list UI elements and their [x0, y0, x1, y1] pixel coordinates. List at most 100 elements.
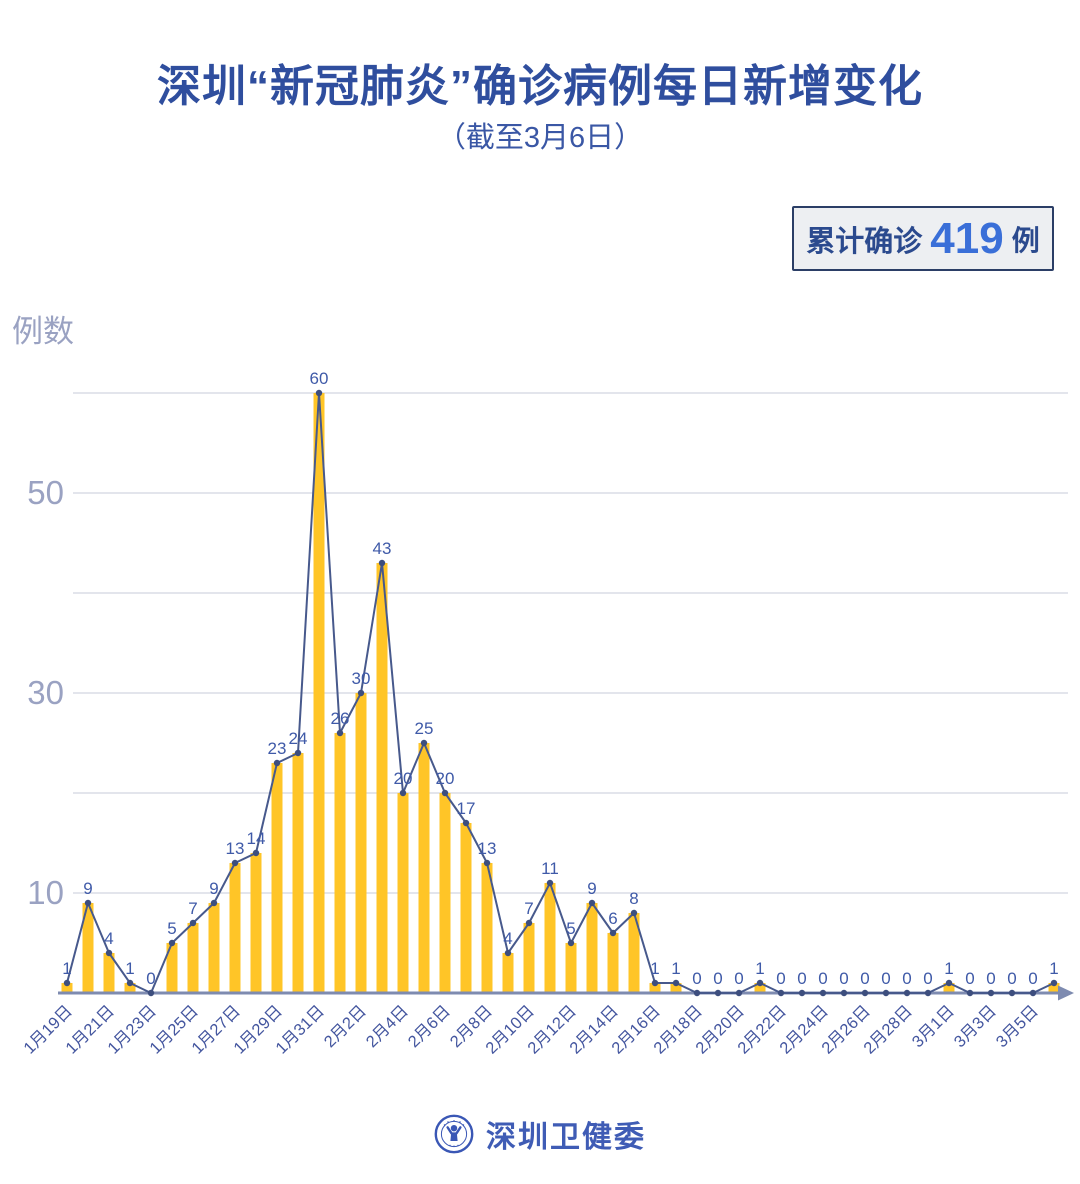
value-label: 0: [776, 969, 785, 988]
value-label: 0: [1007, 969, 1016, 988]
bar: [103, 953, 115, 993]
data-point: [210, 899, 218, 907]
bar: [418, 743, 430, 993]
value-label: 0: [734, 969, 743, 988]
value-label: 6: [608, 909, 617, 928]
data-point: [189, 919, 197, 927]
data-point: [987, 989, 995, 997]
page-title: 深圳“新冠肺炎”确诊病例每日新增变化: [157, 62, 923, 111]
value-label: 0: [713, 969, 722, 988]
value-label: 9: [83, 879, 92, 898]
data-point: [819, 989, 827, 997]
badge-total-value: 419: [930, 213, 1004, 263]
data-point: [735, 989, 743, 997]
value-label: 7: [188, 899, 197, 918]
value-label: 0: [1028, 969, 1037, 988]
data-point: [609, 929, 617, 937]
data-point: [903, 989, 911, 997]
x-axis-tick-label: 3月1日: [909, 1002, 958, 1051]
value-label: 24: [289, 729, 308, 748]
bar: [502, 953, 514, 993]
value-label: 20: [394, 769, 413, 788]
trend-line: [66, 392, 1055, 994]
bar: [439, 793, 451, 993]
value-label: 1: [62, 959, 71, 978]
data-point: [525, 919, 533, 927]
value-label: 13: [226, 839, 245, 858]
data-point: [777, 989, 785, 997]
value-label: 0: [146, 969, 155, 988]
bar: [61, 983, 73, 993]
bar: [460, 823, 472, 993]
value-label: 0: [923, 969, 932, 988]
data-point: [1008, 989, 1016, 997]
value-label: 0: [902, 969, 911, 988]
value-label: 60: [310, 369, 329, 388]
bar: [292, 753, 304, 993]
bar: [208, 903, 220, 993]
data-point: [840, 989, 848, 997]
data-point: [420, 739, 428, 747]
chart-canvas: 103050例数19410579131423246026304320252017…: [12, 314, 1074, 1058]
data-point: [945, 979, 953, 987]
bar: [271, 763, 283, 993]
bar: [565, 943, 577, 993]
x-axis-tick-label: 3月3日: [951, 1002, 1000, 1051]
daily-new-cases-chart: 10 30 50 例数 1 9 4 1 0 5 7 9 13 14 23 24 60 26 30 43 20 25 20 17…: [0, 290, 1080, 1090]
data-point: [84, 899, 92, 907]
data-point: [63, 979, 71, 987]
value-label: 1: [1049, 959, 1058, 978]
value-label: 1: [671, 959, 680, 978]
x-axis-tick-label: 2月2日: [321, 1002, 370, 1051]
data-point: [357, 689, 365, 697]
value-label: 0: [839, 969, 848, 988]
data-point: [315, 389, 323, 397]
cumulative-total-badge: 累计确诊 419 例: [792, 206, 1054, 271]
bar: [187, 923, 199, 993]
bar: [124, 983, 136, 993]
data-point: [252, 849, 260, 857]
data-point: [966, 989, 974, 997]
value-label: 43: [373, 539, 392, 558]
data-point: [273, 759, 281, 767]
data-point: [147, 989, 155, 997]
value-label: 1: [125, 959, 134, 978]
data-point: [882, 989, 890, 997]
y-axis-tick-label: 10: [27, 874, 64, 911]
bar: [1048, 983, 1060, 993]
x-axis-tick-label: 2月4日: [363, 1002, 412, 1051]
data-point: [924, 989, 932, 997]
value-label: 9: [587, 879, 596, 898]
x-axis-tick-label: 3月5日: [993, 1002, 1042, 1051]
bar: [649, 983, 661, 993]
bar: [376, 563, 388, 993]
data-point: [630, 909, 638, 917]
data-point: [588, 899, 596, 907]
bar: [523, 923, 535, 993]
bar: [481, 863, 493, 993]
data-point: [462, 819, 470, 827]
value-label: 1: [944, 959, 953, 978]
value-label: 30: [352, 669, 371, 688]
value-label: 4: [503, 929, 512, 948]
bar: [397, 793, 409, 993]
data-point: [861, 989, 869, 997]
data-point: [336, 729, 344, 737]
bar: [544, 883, 556, 993]
value-label: 4: [104, 929, 113, 948]
bar: [670, 983, 682, 993]
value-label: 25: [415, 719, 434, 738]
data-point: [756, 979, 764, 987]
data-point: [168, 939, 176, 947]
data-point: [546, 879, 554, 887]
bar: [355, 693, 367, 993]
value-label: 0: [818, 969, 827, 988]
y-axis-tick-label: 50: [27, 474, 64, 511]
value-label: 11: [541, 859, 559, 878]
data-point: [693, 989, 701, 997]
value-label: 0: [860, 969, 869, 988]
value-label: 1: [650, 959, 659, 978]
data-point: [399, 789, 407, 797]
data-point: [378, 559, 386, 567]
bar: [250, 853, 262, 993]
